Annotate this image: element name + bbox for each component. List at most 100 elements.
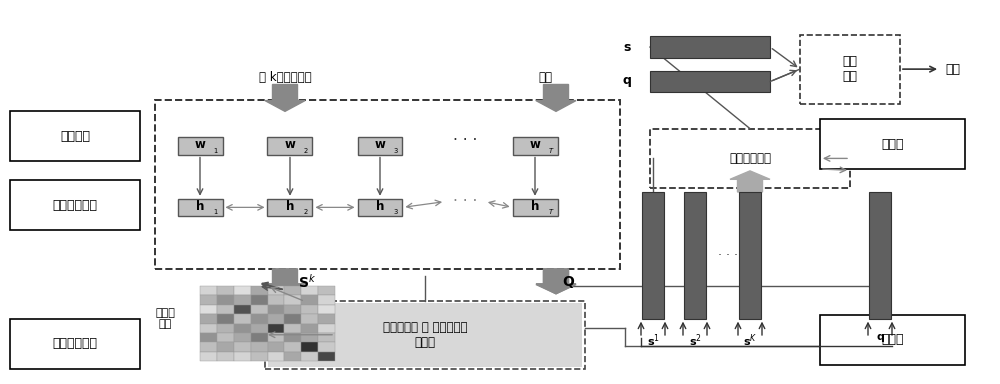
Bar <box>265 301 585 369</box>
Bar <box>234 342 251 352</box>
Text: $\mathbf{w}$: $\mathbf{w}$ <box>284 138 296 151</box>
Text: 第 k个支持实例: 第 k个支持实例 <box>259 71 311 84</box>
Bar <box>318 314 335 323</box>
Bar <box>234 352 251 361</box>
Bar <box>268 314 284 323</box>
FancyBboxPatch shape <box>10 180 140 230</box>
Text: $\mathbf{h}$: $\mathbf{h}$ <box>530 199 540 213</box>
Text: $\mathbf{Q}$: $\mathbf{Q}$ <box>562 274 575 290</box>
Bar <box>268 352 284 361</box>
FancyBboxPatch shape <box>358 137 402 155</box>
FancyArrow shape <box>536 84 576 111</box>
Bar <box>217 295 234 305</box>
Bar <box>155 100 620 269</box>
Bar <box>234 333 251 342</box>
Bar <box>318 295 335 305</box>
Text: 度量
方程: 度量 方程 <box>843 55 858 83</box>
Bar <box>284 333 301 342</box>
Text: $\mathbf{w}$: $\mathbf{w}$ <box>374 138 386 151</box>
Bar <box>234 314 251 323</box>
FancyArrow shape <box>536 269 576 294</box>
Bar <box>200 352 217 361</box>
Text: $\mathbf{s}^2$: $\mathbf{s}^2$ <box>689 332 701 349</box>
Bar <box>301 286 318 295</box>
FancyArrow shape <box>265 269 305 294</box>
Text: · · ·: · · · <box>718 249 738 262</box>
FancyArrow shape <box>536 271 576 294</box>
Bar <box>234 323 251 333</box>
Bar <box>200 323 217 333</box>
FancyBboxPatch shape <box>820 315 965 365</box>
Bar <box>268 295 284 305</box>
FancyBboxPatch shape <box>358 199 402 216</box>
Bar <box>217 323 234 333</box>
Bar <box>301 342 318 352</box>
Text: 词嵌入层: 词嵌入层 <box>60 130 90 143</box>
Bar <box>318 305 335 314</box>
Text: $\mathbf{h}$: $\mathbf{h}$ <box>195 199 205 213</box>
Text: $\mathbf{h}$: $\mathbf{h}$ <box>285 199 295 213</box>
Text: 支持到查询 和 查询到支持
注意力: 支持到查询 和 查询到支持 注意力 <box>383 321 467 349</box>
Text: $\mathbf{h}$: $\mathbf{h}$ <box>375 199 385 213</box>
FancyBboxPatch shape <box>267 199 312 216</box>
Bar <box>268 305 284 314</box>
Bar <box>650 129 850 188</box>
Text: $\mathbf{q}$: $\mathbf{q}$ <box>876 332 885 344</box>
Bar <box>284 352 301 361</box>
FancyBboxPatch shape <box>650 71 770 92</box>
Text: $\mathbf{S}^k$: $\mathbf{S}^k$ <box>298 273 316 291</box>
FancyBboxPatch shape <box>10 319 140 369</box>
Text: 模型层: 模型层 <box>881 333 904 346</box>
Bar <box>251 314 268 323</box>
Bar <box>200 286 217 295</box>
Bar <box>800 35 900 104</box>
Bar <box>251 323 268 333</box>
Bar <box>301 333 318 342</box>
Bar <box>318 333 335 342</box>
Bar <box>284 342 301 352</box>
Bar <box>251 286 268 295</box>
Text: 查询: 查询 <box>538 71 552 84</box>
Bar <box>301 314 318 323</box>
Bar <box>268 286 284 295</box>
Bar <box>234 295 251 305</box>
Bar <box>284 295 301 305</box>
Bar <box>268 323 284 333</box>
Bar <box>284 323 301 333</box>
Text: $_{T}$: $_{T}$ <box>548 146 554 156</box>
Bar <box>251 305 268 314</box>
Text: $\mathbf{s}^K$: $\mathbf{s}^K$ <box>743 332 757 349</box>
Text: 输出层: 输出层 <box>881 137 904 151</box>
FancyBboxPatch shape <box>869 192 891 319</box>
Bar <box>217 333 234 342</box>
Text: $_{2}$: $_{2}$ <box>303 207 309 217</box>
FancyBboxPatch shape <box>513 137 558 155</box>
FancyArrow shape <box>730 171 770 192</box>
FancyBboxPatch shape <box>178 199 223 216</box>
Text: 上下文编码层: 上下文编码层 <box>52 199 98 212</box>
Bar <box>301 295 318 305</box>
Bar <box>200 295 217 305</box>
Bar <box>284 305 301 314</box>
Bar <box>217 352 234 361</box>
FancyBboxPatch shape <box>820 119 965 169</box>
Text: 实例级注意力: 实例级注意力 <box>729 152 771 165</box>
Text: $\mathbf{s}^1$: $\mathbf{s}^1$ <box>647 332 659 349</box>
Bar <box>217 314 234 323</box>
Bar <box>318 352 335 361</box>
Bar <box>318 342 335 352</box>
Text: · · ·: · · · <box>453 132 477 148</box>
FancyBboxPatch shape <box>650 36 770 58</box>
FancyBboxPatch shape <box>178 137 223 155</box>
Bar <box>301 323 318 333</box>
Text: 预测: 预测 <box>945 63 960 76</box>
Bar <box>251 295 268 305</box>
Text: $_{3}$: $_{3}$ <box>393 146 399 156</box>
Bar <box>200 305 217 314</box>
FancyBboxPatch shape <box>739 192 761 319</box>
Text: · · ·: · · · <box>453 194 477 209</box>
Bar <box>200 314 217 323</box>
Bar <box>217 342 234 352</box>
Bar <box>268 342 284 352</box>
Text: $_{T}$: $_{T}$ <box>548 207 554 217</box>
